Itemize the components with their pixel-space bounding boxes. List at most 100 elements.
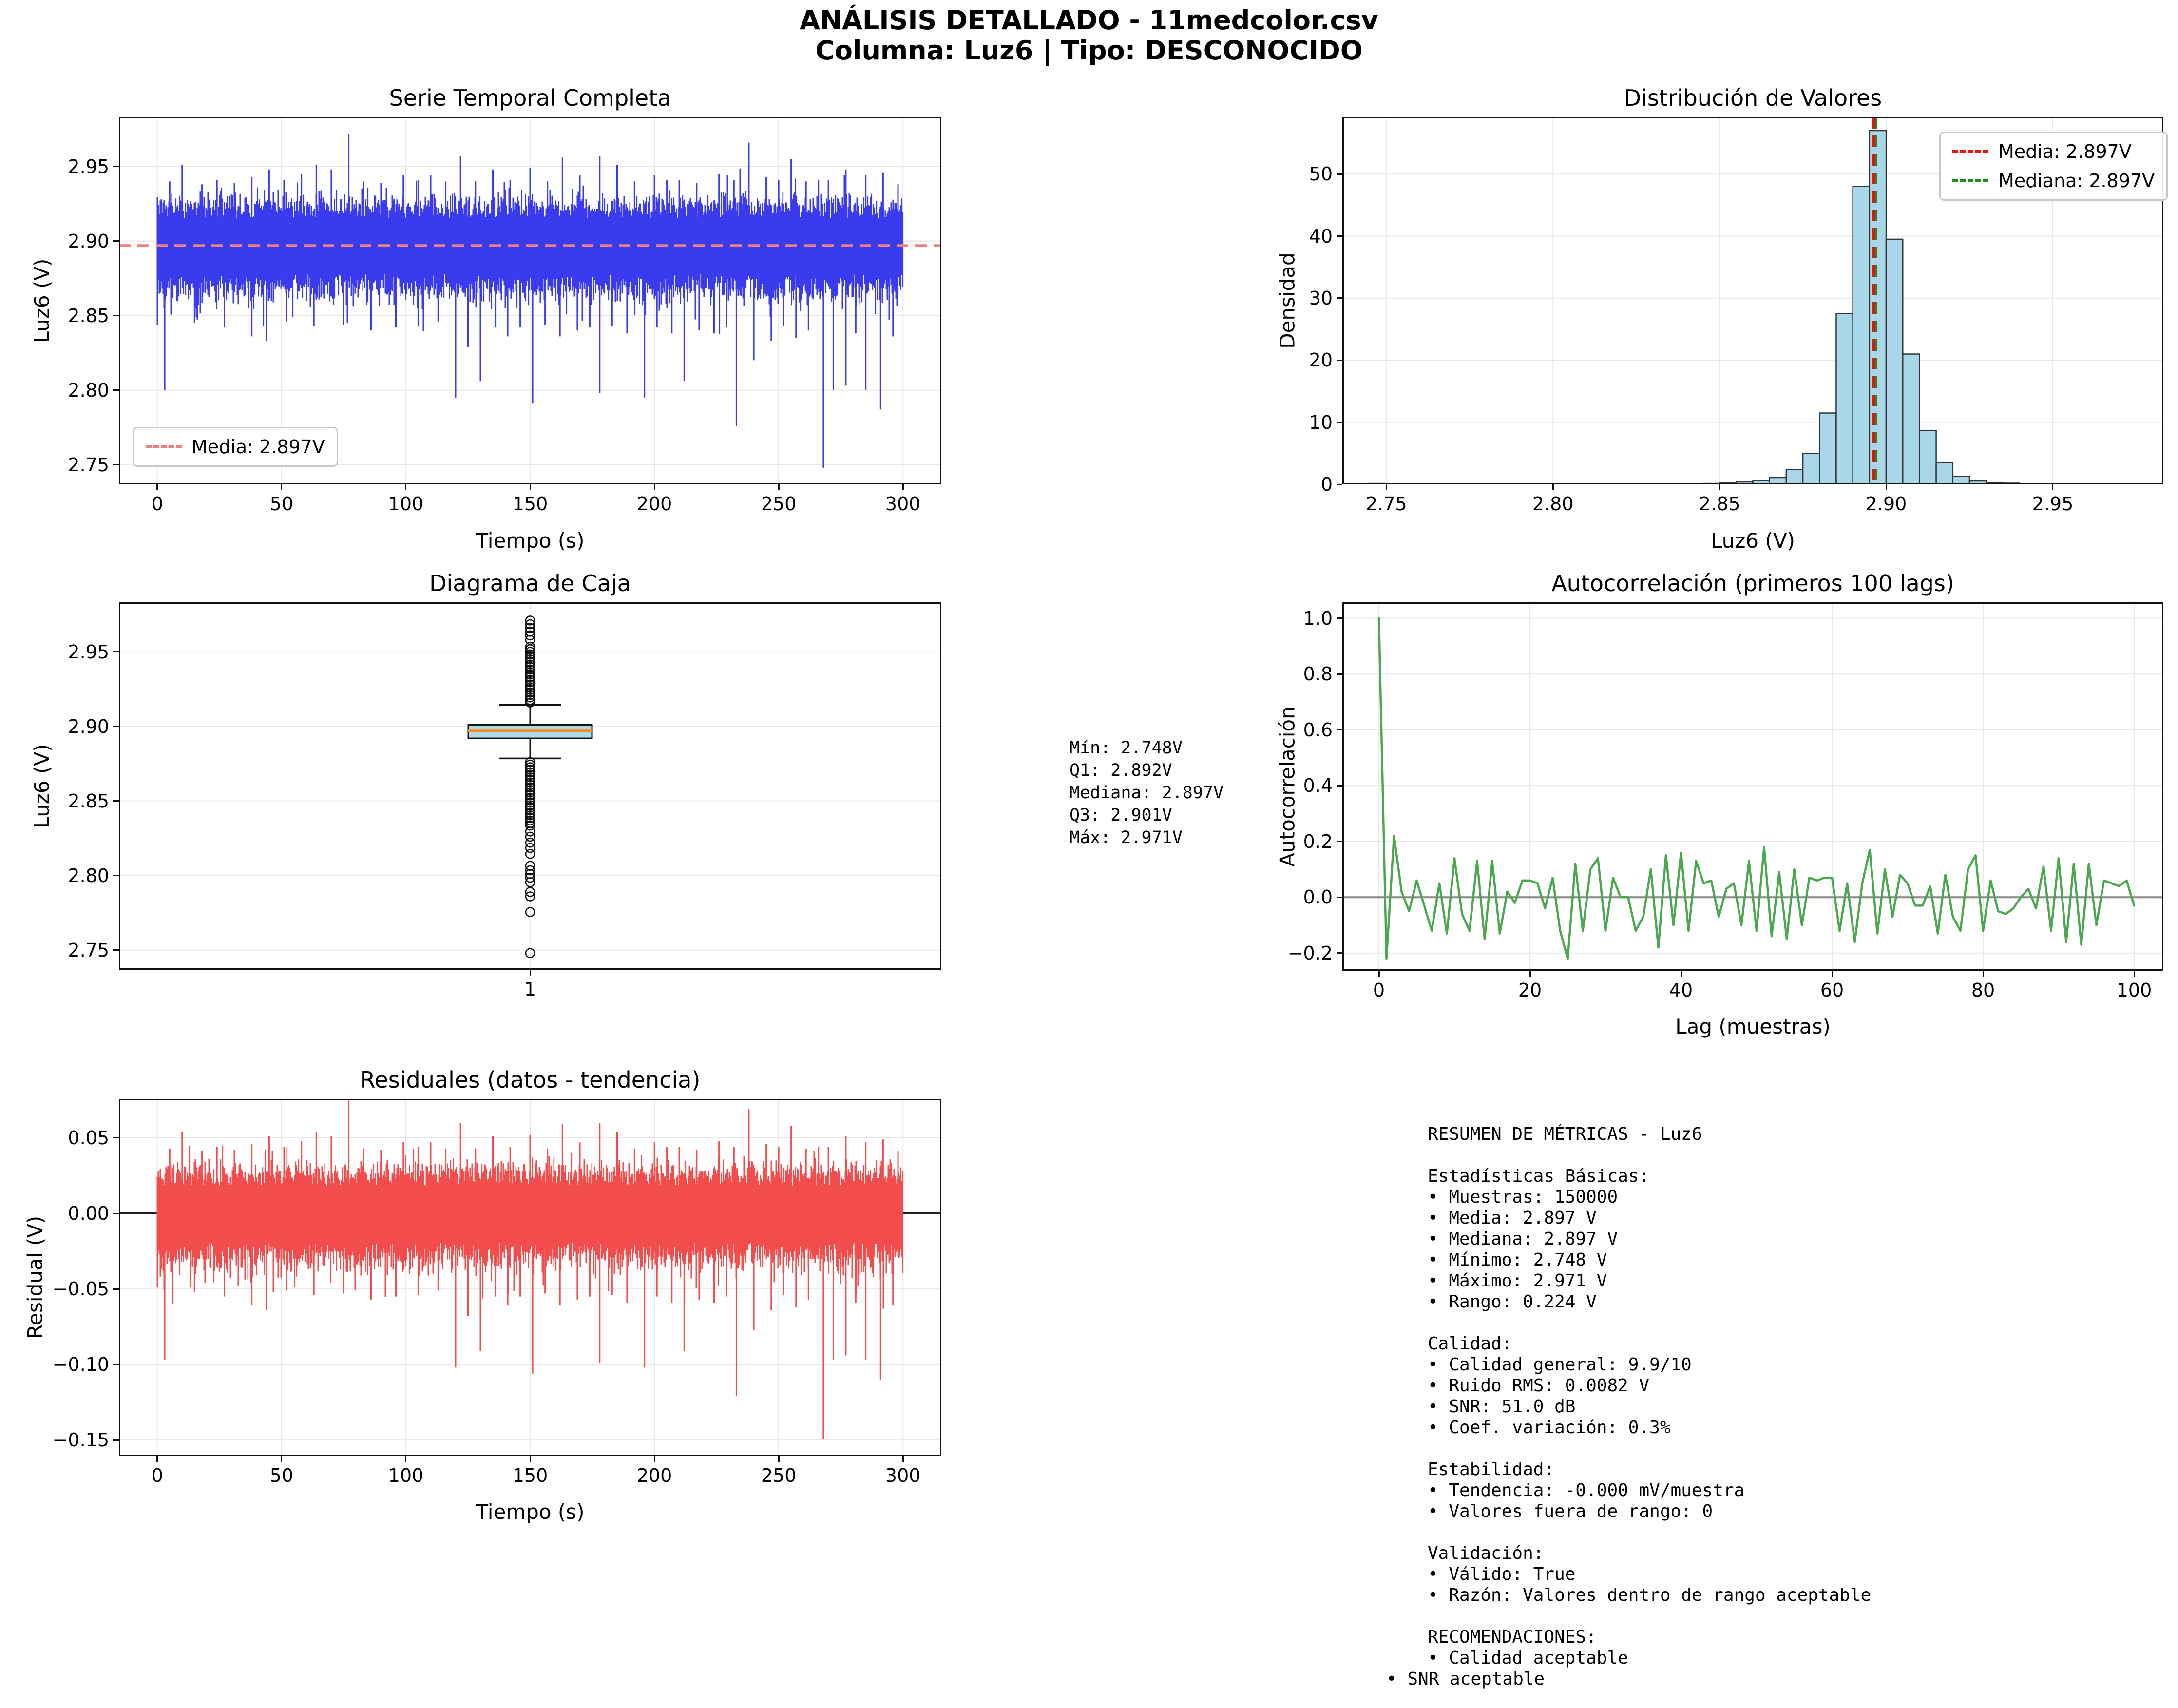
y-tick bbox=[1337, 896, 1342, 898]
x-tick bbox=[902, 1456, 904, 1462]
y-tick-label: 20 bbox=[1309, 349, 1333, 371]
legend-serie-temporal: Media: 2.897V bbox=[133, 427, 338, 467]
x-tick bbox=[2052, 484, 2054, 490]
y-tick bbox=[113, 651, 119, 653]
y-tick-label: 2.95 bbox=[68, 641, 109, 663]
metrics-line: • Rango: 0.224 V bbox=[1428, 1292, 1597, 1312]
legend-mediana-label: Mediana: 2.897V bbox=[1998, 170, 2155, 192]
boxplot-stats-line: Mediana: 2.897V bbox=[1070, 783, 1224, 803]
metrics-line: • Ruido RMS: 0.0082 V bbox=[1428, 1376, 1650, 1396]
x-tick-label: 80 bbox=[1971, 979, 1995, 1001]
y-tick-label: 0.2 bbox=[1303, 830, 1333, 852]
y-tick bbox=[113, 726, 119, 728]
y-tick-label: 2.75 bbox=[68, 454, 109, 476]
x-tick-label: 100 bbox=[2116, 979, 2152, 1001]
y-tick-label: 2.80 bbox=[68, 864, 109, 886]
x-tick-label: 2.75 bbox=[1365, 493, 1407, 515]
x-tick bbox=[778, 1456, 780, 1462]
residuales-canvas bbox=[119, 1099, 941, 1456]
metrics-line: • Mínimo: 2.748 V bbox=[1428, 1250, 1607, 1270]
diagrama-caja-canvas bbox=[119, 602, 941, 970]
x-tick-label: 2.90 bbox=[1865, 493, 1907, 515]
x-tick bbox=[1680, 971, 1682, 977]
y-tick-label: 40 bbox=[1309, 225, 1333, 247]
y-tick bbox=[113, 1288, 119, 1290]
y-tick-label: 0.0 bbox=[1303, 886, 1333, 908]
x-tick-label: 2.95 bbox=[2032, 493, 2074, 515]
x-tick-label: 50 bbox=[269, 1465, 294, 1486]
y-tick bbox=[113, 1137, 119, 1139]
media-dash-sample-icon bbox=[1952, 150, 1988, 153]
legend-media-label: Media: 2.897V bbox=[1998, 141, 2132, 162]
y-tick-label: 30 bbox=[1309, 287, 1333, 309]
metrics-line: • Media: 2.897 V bbox=[1428, 1208, 1597, 1228]
metrics-line: Estabilidad: bbox=[1428, 1459, 1555, 1479]
x-tick-label: 0 bbox=[151, 493, 163, 515]
metrics-line: Estadísticas Básicas: bbox=[1428, 1166, 1650, 1186]
x-tick bbox=[902, 484, 904, 490]
metrics-line: • Válido: True bbox=[1428, 1564, 1576, 1584]
metrics-line: • Coef. variación: 0.3% bbox=[1428, 1418, 1671, 1438]
y-tick-label: 2.90 bbox=[68, 715, 109, 737]
x-tick-label: 250 bbox=[761, 1465, 797, 1486]
y-tick bbox=[1337, 422, 1342, 423]
metrics-line: • Calidad general: 9.9/10 bbox=[1428, 1355, 1692, 1375]
metrics-line: • SNR aceptable bbox=[1386, 1669, 1545, 1689]
metrics-line: • Calidad aceptable bbox=[1428, 1648, 1628, 1668]
x-tick bbox=[1831, 971, 1833, 977]
xlabel-residuales: Tiempo (s) bbox=[476, 1500, 585, 1524]
x-tick-label: 300 bbox=[885, 1465, 921, 1486]
residuales-axes bbox=[119, 1099, 941, 1456]
x-tick bbox=[1719, 484, 1720, 490]
metrics-line bbox=[1386, 1438, 1871, 1459]
xlabel-distribucion: Luz6 (V) bbox=[1711, 529, 1795, 553]
y-tick bbox=[1337, 359, 1342, 361]
ylabel-residuales: Residual (V) bbox=[23, 1215, 47, 1339]
legend-media-label: Media: 2.897V bbox=[191, 436, 325, 458]
legend-row-media: Media: 2.897V bbox=[146, 436, 325, 458]
x-tick bbox=[1552, 484, 1554, 490]
y-tick-label: 2.90 bbox=[68, 230, 109, 252]
y-tick bbox=[113, 166, 119, 168]
y-tick bbox=[113, 389, 119, 391]
x-tick bbox=[1385, 484, 1387, 490]
metrics-line: RESUMEN DE MÉTRICAS - Luz6 bbox=[1428, 1124, 1702, 1144]
y-tick bbox=[113, 800, 119, 802]
x-tick-label: 100 bbox=[388, 493, 424, 515]
y-tick-label: 50 bbox=[1309, 163, 1333, 185]
y-tick-label: 0.05 bbox=[68, 1127, 109, 1149]
x-tick-label: 0 bbox=[1373, 979, 1385, 1001]
x-tick bbox=[1885, 484, 1887, 490]
metrics-line: • Mediana: 2.897 V bbox=[1428, 1229, 1618, 1249]
y-tick bbox=[1337, 297, 1342, 299]
x-tick bbox=[1982, 971, 1984, 977]
y-tick bbox=[113, 949, 119, 951]
x-tick-label: 40 bbox=[1669, 979, 1693, 1001]
x-tick bbox=[405, 1456, 407, 1462]
y-tick-label: 10 bbox=[1309, 411, 1333, 433]
x-tick-label: 250 bbox=[761, 493, 797, 515]
y-tick bbox=[113, 315, 119, 317]
title-serie-temporal: Serie Temporal Completa bbox=[389, 85, 671, 111]
x-tick-label: 300 bbox=[885, 493, 921, 515]
distribucion-canvas bbox=[1342, 117, 2163, 484]
y-tick bbox=[1337, 729, 1342, 731]
serie-temporal-axes bbox=[119, 117, 941, 484]
y-tick bbox=[1337, 235, 1342, 237]
y-tick-label: 2.95 bbox=[68, 155, 109, 177]
boxplot-stats-line: Máx: 2.971V bbox=[1070, 828, 1183, 847]
x-tick-label: 150 bbox=[512, 1465, 548, 1486]
y-tick bbox=[1337, 173, 1342, 175]
y-tick bbox=[113, 240, 119, 242]
y-tick bbox=[1337, 952, 1342, 954]
y-tick bbox=[1337, 483, 1342, 485]
y-tick-label: 0.00 bbox=[68, 1203, 109, 1225]
y-tick-label: 1.0 bbox=[1303, 607, 1333, 629]
y-tick bbox=[1337, 617, 1342, 619]
x-tick bbox=[281, 484, 283, 490]
y-tick-label: 0.6 bbox=[1303, 719, 1333, 741]
y-tick-label: 0.8 bbox=[1303, 663, 1333, 685]
y-tick-label: −0.05 bbox=[52, 1278, 109, 1300]
y-tick bbox=[113, 1439, 119, 1441]
x-tick bbox=[529, 484, 531, 490]
